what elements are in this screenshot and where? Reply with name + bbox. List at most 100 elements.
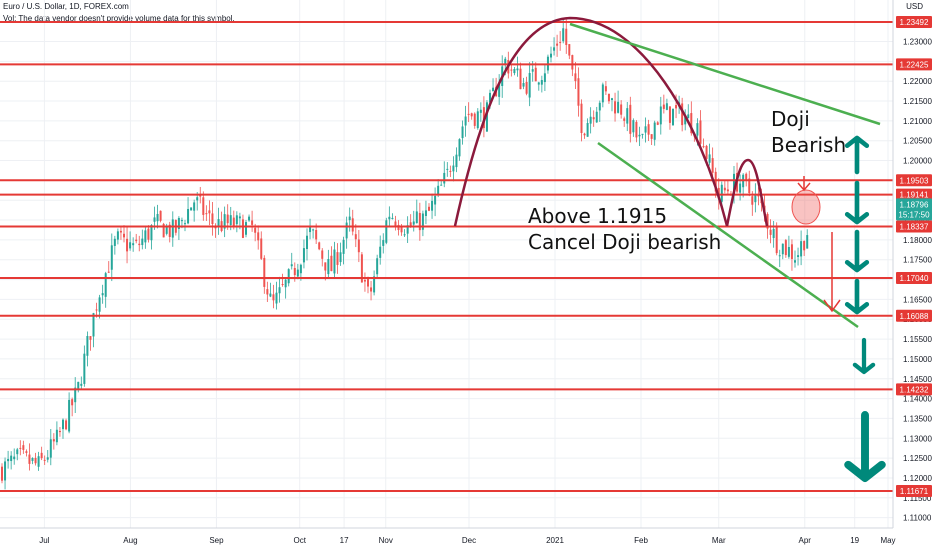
candle bbox=[607, 93, 610, 104]
candle bbox=[28, 443, 31, 471]
candle-body bbox=[13, 456, 16, 460]
candle bbox=[373, 270, 376, 296]
candle bbox=[702, 138, 705, 149]
candle-body bbox=[238, 216, 241, 219]
candle bbox=[620, 100, 623, 119]
candle-body bbox=[34, 457, 37, 464]
candle-body bbox=[614, 101, 617, 114]
candle bbox=[580, 99, 583, 142]
time-tick-label: Aug bbox=[123, 536, 137, 545]
level-tag: 1.19141 bbox=[896, 188, 932, 201]
candle bbox=[787, 235, 790, 259]
candle bbox=[632, 118, 635, 137]
candle bbox=[205, 205, 208, 221]
candle-body bbox=[668, 106, 671, 123]
candle bbox=[321, 248, 324, 267]
candle-body bbox=[473, 113, 476, 126]
candle-body bbox=[525, 81, 528, 94]
candle-body bbox=[797, 255, 800, 257]
candle bbox=[528, 62, 531, 107]
candle-body bbox=[604, 86, 607, 92]
candle-body bbox=[260, 238, 263, 259]
candle bbox=[309, 218, 312, 240]
candle-body bbox=[708, 154, 711, 163]
candle bbox=[672, 108, 674, 126]
candle-body bbox=[522, 83, 525, 87]
candle bbox=[638, 126, 641, 146]
candle-body bbox=[626, 108, 629, 124]
annotation-cancel: Cancel Doji bearish bbox=[528, 230, 721, 254]
candle bbox=[217, 207, 220, 235]
time-axis-labels: Jul Aug Sep Oct 17 Nov Dec 2021 Feb Mar Apr 19 May bbox=[39, 536, 895, 545]
candle bbox=[367, 276, 369, 294]
candle-body bbox=[363, 279, 366, 282]
candle-body bbox=[479, 109, 482, 113]
candle bbox=[458, 138, 461, 161]
candle-body bbox=[699, 120, 702, 144]
candle-body bbox=[656, 122, 659, 125]
candle-body bbox=[803, 240, 806, 251]
candle-body bbox=[650, 134, 653, 139]
candle bbox=[589, 107, 592, 134]
candle bbox=[388, 206, 391, 227]
candle bbox=[193, 199, 196, 222]
candle-body bbox=[595, 111, 598, 123]
candle bbox=[431, 193, 434, 219]
candle-body bbox=[251, 220, 254, 225]
candle-body bbox=[772, 228, 775, 239]
candle-body bbox=[49, 439, 52, 458]
candle-body bbox=[690, 113, 693, 134]
time-tick-label: Oct bbox=[293, 536, 306, 545]
candle-body bbox=[138, 243, 141, 246]
candle bbox=[10, 451, 13, 470]
level-tag: 1.17040 bbox=[896, 271, 932, 284]
candle bbox=[476, 108, 479, 130]
candle bbox=[498, 74, 501, 105]
candle-body bbox=[241, 219, 244, 238]
candle-body bbox=[77, 381, 80, 390]
candle bbox=[107, 261, 110, 274]
candle bbox=[16, 447, 19, 461]
candle-body bbox=[113, 238, 116, 246]
candle bbox=[43, 455, 46, 465]
candle bbox=[211, 202, 214, 236]
candle bbox=[126, 227, 129, 264]
candle-body bbox=[794, 260, 796, 263]
candle-body bbox=[382, 240, 385, 246]
candle-body bbox=[336, 252, 339, 265]
candle-body bbox=[662, 104, 665, 109]
candle-body bbox=[400, 227, 403, 233]
candle-body bbox=[638, 134, 641, 137]
candle-body bbox=[339, 252, 342, 263]
candle-body bbox=[19, 447, 22, 449]
candle-body bbox=[806, 235, 809, 249]
candle-body bbox=[757, 195, 760, 197]
candle bbox=[202, 191, 205, 221]
candle-body bbox=[632, 120, 635, 133]
candle-body bbox=[275, 292, 278, 304]
candle bbox=[611, 97, 613, 112]
candle bbox=[800, 230, 803, 266]
candle-body bbox=[357, 239, 360, 253]
candle-body bbox=[476, 111, 479, 129]
candle-body bbox=[278, 287, 281, 294]
candle-body bbox=[702, 146, 705, 148]
candle bbox=[269, 282, 272, 298]
candle bbox=[7, 450, 10, 469]
candle-body bbox=[217, 219, 220, 226]
candle bbox=[543, 64, 546, 91]
time-tick-label: Sep bbox=[209, 536, 224, 545]
candle-body bbox=[565, 28, 568, 46]
candle bbox=[318, 241, 321, 251]
candle bbox=[626, 102, 629, 132]
candle-body bbox=[665, 103, 668, 110]
candle-body bbox=[705, 145, 708, 159]
candle-body bbox=[302, 248, 305, 263]
candle bbox=[665, 98, 668, 111]
candle bbox=[190, 207, 193, 211]
candle bbox=[275, 281, 278, 310]
candle-body bbox=[376, 258, 379, 275]
candle-body bbox=[553, 47, 556, 51]
candle bbox=[245, 220, 247, 238]
